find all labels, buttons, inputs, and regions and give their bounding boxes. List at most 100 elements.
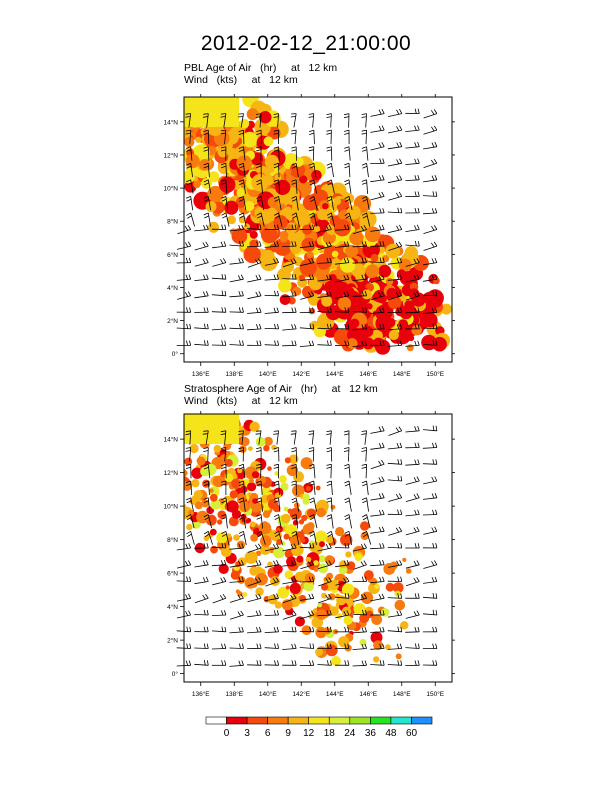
field-cell bbox=[285, 169, 291, 175]
y-tick-label: 8°N bbox=[167, 536, 178, 544]
field-cell bbox=[251, 174, 268, 191]
x-tick-label: 144°E bbox=[326, 370, 344, 378]
field-cell bbox=[326, 305, 341, 320]
field-cell bbox=[300, 259, 317, 276]
wind-barb bbox=[291, 114, 296, 128]
wind-barb bbox=[265, 340, 279, 345]
y-tick-label: 12°N bbox=[163, 469, 178, 477]
field-cell bbox=[184, 97, 239, 127]
field-cell bbox=[316, 508, 325, 517]
wind-barb bbox=[327, 163, 334, 177]
field-cell bbox=[210, 529, 217, 536]
wind-barb bbox=[388, 208, 402, 213]
wind-barb bbox=[370, 159, 384, 164]
field-cell bbox=[402, 558, 406, 562]
y-tick-label: 14°N bbox=[163, 118, 178, 126]
field-cell bbox=[191, 479, 199, 487]
wind-barb bbox=[406, 477, 420, 485]
field-cell bbox=[186, 154, 200, 168]
wind-barb bbox=[212, 627, 226, 632]
wind-barb bbox=[405, 159, 419, 165]
wind-barb bbox=[388, 192, 402, 200]
field-cell bbox=[155, 135, 168, 148]
field-cell bbox=[301, 457, 313, 469]
wind-barb bbox=[230, 594, 243, 602]
wind-barb bbox=[405, 460, 419, 466]
field-cell bbox=[301, 538, 306, 543]
wind-barb bbox=[405, 426, 419, 432]
y-tick-label: 0° bbox=[172, 350, 179, 358]
age-field bbox=[157, 408, 411, 666]
field-cell bbox=[249, 566, 258, 575]
field-cell bbox=[267, 466, 272, 471]
field-cell bbox=[395, 307, 404, 316]
wind-barb bbox=[405, 241, 419, 246]
field-cell bbox=[216, 532, 227, 543]
field-cell bbox=[247, 482, 256, 491]
field-cell bbox=[165, 93, 180, 108]
field-cell bbox=[231, 571, 240, 580]
wind-barb bbox=[405, 443, 419, 448]
field-cell bbox=[366, 264, 380, 278]
field-cell bbox=[319, 541, 325, 547]
field-cell bbox=[330, 216, 341, 227]
wind-barb bbox=[388, 577, 402, 582]
wind-barb bbox=[406, 560, 420, 568]
field-cell bbox=[406, 568, 412, 574]
field-cell bbox=[250, 534, 258, 542]
field-cell bbox=[209, 488, 213, 492]
wind-barb bbox=[212, 241, 226, 247]
wind-barb bbox=[344, 163, 350, 177]
x-tick-label: 144°E bbox=[326, 690, 344, 698]
field-cell bbox=[281, 514, 291, 524]
field-cell bbox=[362, 337, 374, 349]
field-cell bbox=[252, 471, 259, 478]
wind-barb bbox=[405, 643, 419, 648]
wind-barb bbox=[212, 560, 226, 566]
wind-barb bbox=[388, 493, 402, 501]
field-cell bbox=[278, 279, 292, 293]
field-cell bbox=[148, 111, 162, 125]
field-cell bbox=[242, 132, 258, 148]
wind-barb bbox=[362, 130, 367, 144]
wind-barb bbox=[388, 476, 402, 481]
wind-barb bbox=[230, 291, 244, 297]
wind-barb bbox=[326, 130, 331, 144]
wind-barb bbox=[212, 274, 226, 279]
field-cell bbox=[396, 653, 402, 659]
wind-barb bbox=[230, 340, 244, 345]
x-tick-label: 140°E bbox=[259, 370, 277, 378]
field-cell bbox=[206, 201, 217, 212]
field-cell bbox=[365, 227, 381, 243]
y-tick-label: 14°N bbox=[163, 436, 178, 444]
wind-barb bbox=[406, 527, 420, 535]
field-cell bbox=[398, 319, 408, 329]
field-cell bbox=[233, 534, 240, 541]
field-cell bbox=[166, 135, 176, 145]
wind-barb bbox=[424, 109, 437, 118]
field-cell bbox=[322, 203, 328, 209]
wind-barb bbox=[344, 130, 349, 144]
wind-barb bbox=[230, 644, 244, 649]
wind-barb bbox=[371, 460, 384, 469]
wind-barb bbox=[388, 510, 402, 515]
wind-barb bbox=[388, 159, 402, 166]
field-cell bbox=[230, 490, 238, 498]
field-cell bbox=[384, 568, 389, 573]
field-cell bbox=[171, 161, 179, 169]
wind-barb bbox=[326, 114, 331, 128]
wind-barb bbox=[247, 324, 261, 330]
wind-barb bbox=[195, 242, 209, 250]
wind-barb bbox=[406, 494, 419, 502]
field-cell bbox=[306, 486, 311, 491]
field-cell bbox=[195, 137, 201, 143]
field-cell bbox=[240, 437, 249, 446]
y-tick-label: 0° bbox=[172, 670, 179, 678]
wind-barb bbox=[282, 324, 296, 330]
field-cell bbox=[296, 556, 303, 563]
field-cell bbox=[294, 503, 300, 509]
wind-barb bbox=[230, 611, 243, 620]
field-cell bbox=[196, 511, 209, 524]
wind-barb bbox=[370, 126, 384, 133]
y-tick-label: 6°N bbox=[167, 570, 178, 578]
